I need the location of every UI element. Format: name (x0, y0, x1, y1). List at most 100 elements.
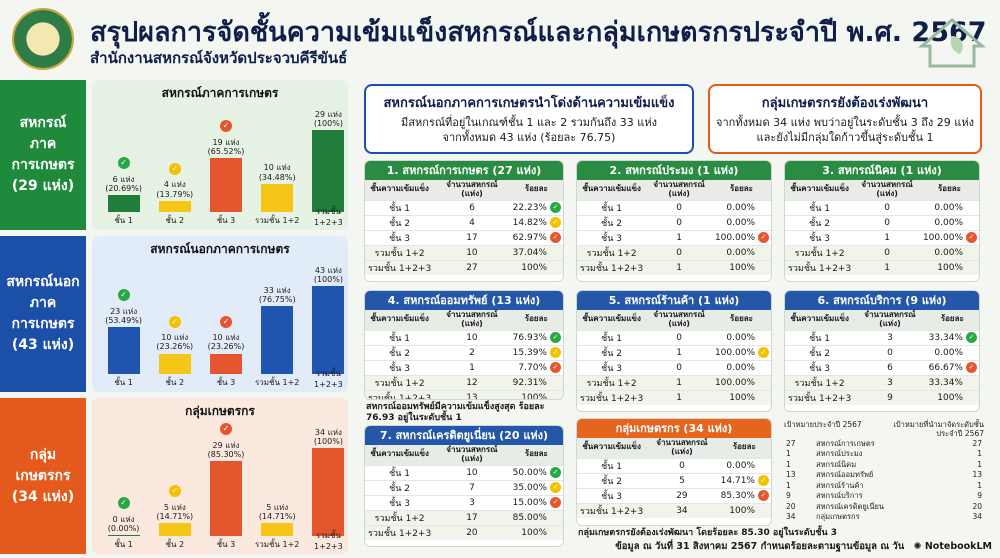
cell-level: รวมชั้น 1+2+3 (365, 259, 435, 275)
bar-value-label: 10 แห่ง (34.48%) (258, 163, 296, 182)
highlight-line: จากทั้งหมด 43 แห่ง (ร้อยละ 76.75) (442, 130, 616, 144)
table-title: 2. สหกรณ์ประมง (1 แห่ง) (577, 161, 771, 180)
table-row: รวมชั้น 1+2+3 13 100% (365, 389, 563, 399)
check-icon: ✓ (550, 231, 561, 243)
cell-percent: 100% (509, 259, 563, 275)
x-tick-label: รวมชั้น 1+2 (254, 540, 300, 549)
cell-level: รวมชั้น 1+2 (365, 244, 435, 261)
cell-level: ชั้น 1 (785, 329, 855, 346)
goal-type: กลุ่มเกษตรกร (816, 512, 860, 522)
table-row: ชั้น 1 6 22.23% ✓ (365, 199, 563, 216)
x-tick-label: รวมชั้น 1+2+3 (314, 531, 343, 551)
goals-table: 27 สหกรณ์การเกษตร 27 1 สหกรณ์ประมง 1 1 สหกรณ์นิ… (784, 438, 984, 522)
table-row: ชั้น 2 1 100.00% ✓ (577, 344, 771, 361)
goal-type: สหกรณ์นิคม (816, 459, 857, 469)
bar-value-label: 23 แห่ง (53.49%) (105, 306, 142, 325)
check-icon: ✓ (550, 201, 561, 213)
highlight-line: และยังไม่มีกลุ่มใดก้าวขึ้นสู่ระดับชั้น 1 (756, 130, 934, 144)
table-row: รวมชั้น 1+2+3 34 100% (577, 502, 771, 518)
chart-agri: สหกรณ์ภาคการเกษตร 6 แห่ง (20.69%) ✓ ชั้น 1… (92, 80, 348, 230)
column-header: จำนวนสหกรณ์ (แห่ง) (854, 180, 920, 201)
cell-count: 1 (646, 389, 712, 405)
check-icon: ✓ (168, 162, 181, 175)
check-icon: ✓ (550, 331, 561, 343)
table-row: ชั้น 3 29 85.30% ✓ (577, 487, 771, 504)
goal-target: 1 (786, 459, 791, 469)
cell-level: ชั้น 3 (365, 494, 435, 511)
bar-value-label: 43 แห่ง (100%) (313, 265, 343, 284)
goal-row: 34 กลุ่มเกษตรกร 34 (784, 512, 984, 523)
goal-ranked: 27 (972, 438, 982, 448)
cell-level: ชั้น 3 (365, 229, 435, 246)
table-farmer-group: กลุ่มเกษตรกร (34 แห่ง) ชั้นความเข้มแข็ง จำ… (576, 418, 772, 526)
cell-percent: 66.67% ✓ (925, 359, 979, 376)
column-header: ร้อยละ (711, 180, 771, 201)
cell-percent: 14.71% ✓ (717, 472, 771, 489)
cell-percent: 92.31% (509, 374, 563, 391)
cell-level: ชั้น 1 (365, 464, 435, 481)
header: สรุปผลการจัดชั้นความเข้มแข็งสหกรณ์และกลุ… (0, 0, 1000, 76)
cell-count: 27 (434, 259, 510, 275)
cell-percent: 100.00% ✓ (711, 344, 771, 361)
x-tick-label: ชั้น 3 (216, 216, 236, 225)
cell-percent: 62.97% ✓ (509, 229, 563, 246)
cell-percent: 0.00% (711, 329, 771, 346)
check-icon: ✓ (758, 231, 769, 243)
table-service-coop: 6. สหกรณ์บริการ (9 แห่ง) ชั้นความเข้มแข็ง… (784, 290, 980, 412)
table-fishery-coop: 2. สหกรณ์ประมง (1 แห่ง) ชั้นความเข้มแข็งจ… (576, 160, 772, 282)
table-row: รวมชั้น 1+2 17 85.00% (365, 509, 563, 526)
cell-count: 0 (646, 329, 712, 346)
bar (312, 448, 345, 536)
table-row: ชั้น 3 1 7.70% ✓ (365, 359, 563, 376)
cell-level: รวมชั้น 1+2 (577, 374, 647, 391)
x-tick-label: รวมชั้น 1+2+3 (314, 207, 343, 227)
cell-level: ชั้น 3 (785, 229, 855, 246)
cell-level: ชั้น 2 (785, 344, 855, 361)
cell-percent: 0.00% (711, 359, 771, 376)
column-header: ชั้นความเข้มแข็ง (365, 445, 435, 466)
goal-ranked: 20 (972, 501, 982, 511)
column-header: ร้อยละ (509, 445, 563, 466)
table-row: รวมชั้น 1+2+3 20 100% (365, 524, 563, 540)
goal-type: สหกรณ์ประมง (816, 449, 863, 459)
cell-level: ชั้น 3 (577, 229, 647, 246)
bar-value-label: 0 แห่ง (0.00%) (107, 514, 140, 533)
cell-count: 29 (646, 487, 718, 504)
table-title: 4. สหกรณ์ออมทรัพย์ (13 แห่ง) (365, 291, 563, 310)
cell-level: ชั้น 2 (577, 344, 647, 361)
bar (158, 200, 191, 212)
bar (210, 353, 242, 374)
table-row: รวมชั้น 1+2+3 1 100% (577, 389, 771, 405)
cell-percent: 85.00% (509, 509, 563, 526)
goal-row: 1 สหกรณ์ประมง 1 (784, 449, 984, 460)
table-row: รวมชั้น 1+2+3 27 100% (365, 259, 563, 275)
cell-level: ชั้น 2 (577, 472, 647, 489)
cell-percent: 100.00% (711, 374, 771, 391)
x-tick-label: ชั้น 3 (216, 540, 236, 549)
check-icon: ✓ (550, 346, 561, 358)
cell-level: ชั้น 3 (785, 359, 855, 376)
cell-percent: 35.00% ✓ (509, 479, 563, 496)
check-icon: ✓ (117, 288, 130, 301)
cell-percent: 0.00% (919, 199, 979, 216)
section-label: สหกรณ์นอก ภาคการเกษตร (43 แห่ง) (0, 236, 86, 392)
cell-percent: 0.00% (925, 344, 979, 361)
cell-count: 6 (434, 199, 510, 216)
table-row: ชั้น 1 0 0.00% (785, 199, 979, 216)
table-row: ชั้น 2 0 0.00% (577, 214, 771, 231)
cell-count: 1 (646, 344, 712, 361)
column-header: จำนวนสหกรณ์ (แห่ง) (854, 310, 926, 331)
cell-percent: 100.00% ✓ (711, 229, 771, 246)
check-icon: ✓ (758, 489, 769, 501)
brand: ✺ NotebookLM (913, 541, 992, 552)
x-tick-label: ชั้น 2 (165, 378, 185, 387)
cell-count: 6 (854, 359, 926, 376)
goal-target: 13 (786, 470, 796, 480)
bar-value-label: 4 แห่ง (13.79%) (156, 180, 194, 199)
check-icon: ✓ (758, 346, 769, 358)
cell-count: 7 (434, 479, 510, 496)
cell-level: รวมชั้น 1+2 (365, 374, 435, 391)
section-nonagri: สหกรณ์นอก ภาคการเกษตร (43 แห่ง) สหกรณ์นอ… (0, 236, 350, 392)
highlight-line: จากทั้งหมด 34 แห่ง พบว่าอยู่ในระดับชั้น … (716, 116, 974, 129)
cell-level: รวมชั้น 1+2+3 (365, 389, 435, 399)
